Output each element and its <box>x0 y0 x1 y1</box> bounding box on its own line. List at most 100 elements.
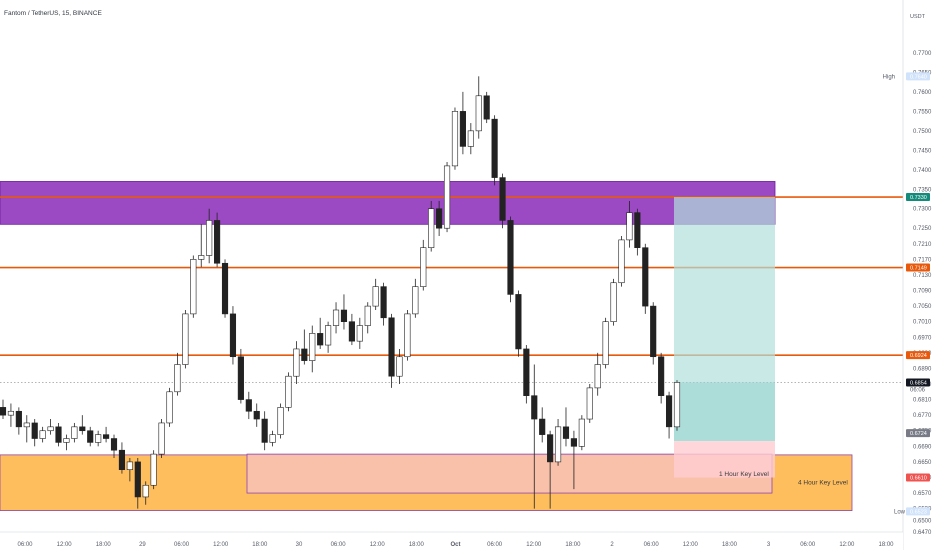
time-tick-label: 2 <box>610 542 614 548</box>
candle-body <box>665 395 673 428</box>
price-tick-label: 0.7010 <box>913 320 932 326</box>
candle-body <box>134 461 141 498</box>
candle <box>277 403 284 439</box>
candles-layer <box>0 76 681 509</box>
position-layer <box>674 197 775 478</box>
candle <box>63 434 70 451</box>
candle <box>356 317 363 349</box>
candle <box>285 372 292 412</box>
candle-body <box>531 395 538 420</box>
candle <box>650 302 657 365</box>
key-level-1-badge-text: 0.7149 <box>910 266 927 272</box>
time-tick-label: 30 <box>296 542 303 548</box>
candle-body <box>412 286 419 315</box>
candle <box>15 407 22 435</box>
candle-body <box>47 426 54 432</box>
last-price-badge <box>906 378 930 387</box>
candle-body <box>483 95 490 120</box>
time-tick-label: 12:00 <box>526 542 542 548</box>
candle-body <box>539 418 546 435</box>
candle-body <box>174 364 181 393</box>
candle <box>245 391 252 420</box>
candle <box>436 200 443 236</box>
high-badge <box>906 72 930 81</box>
price-tick-label: 0.6810 <box>913 398 932 404</box>
candle-body <box>261 418 268 443</box>
candle <box>547 430 554 509</box>
candle <box>634 208 641 256</box>
price-tick-label: 0.7300 <box>913 207 932 213</box>
candle-body <box>0 407 7 416</box>
time-tick-label: 18:00 <box>878 542 894 548</box>
candle-body <box>523 348 530 396</box>
candle <box>539 407 546 443</box>
time-tick-label: 18:00 <box>565 542 581 548</box>
candle <box>158 419 165 458</box>
candle <box>467 123 474 155</box>
time-tick-label: 06:00 <box>487 542 503 548</box>
price-axis[interactable]: 0.77000.76500.76000.75500.75000.74500.74… <box>883 0 932 550</box>
candle <box>658 352 665 404</box>
currency-label: USDT <box>910 14 925 20</box>
candle <box>602 317 609 369</box>
candle-body <box>7 410 15 416</box>
candle <box>372 278 379 310</box>
candle <box>95 430 102 447</box>
candle <box>253 403 260 427</box>
price-tick-label: 0.7500 <box>913 129 932 135</box>
candle <box>475 76 482 139</box>
low-badge <box>906 507 930 516</box>
price-axis-bg <box>903 0 932 550</box>
candle <box>626 200 633 248</box>
candle <box>428 200 435 252</box>
candle-body <box>277 407 284 435</box>
price-tick-label: 0.7210 <box>913 242 932 248</box>
low-label: Low <box>894 509 906 515</box>
candle-body <box>618 239 625 284</box>
candle <box>332 302 340 334</box>
candle <box>507 216 514 303</box>
price-tick-label: 0.6470 <box>913 530 932 536</box>
candle-body <box>610 282 617 322</box>
candle <box>150 450 157 490</box>
candle <box>118 442 126 474</box>
candle-body <box>31 422 38 439</box>
candle-body <box>269 434 276 443</box>
stop-badge <box>906 429 930 438</box>
candle <box>39 426 46 443</box>
candle <box>110 434 118 458</box>
candle-body <box>673 382 681 428</box>
candle-body <box>578 418 585 447</box>
candle <box>388 313 395 388</box>
candle <box>229 306 237 365</box>
candle-body <box>642 247 649 307</box>
candle <box>412 278 419 318</box>
candle <box>531 364 538 509</box>
candle-body <box>87 430 94 443</box>
candle-body <box>309 333 316 361</box>
candle <box>578 415 585 451</box>
candle-body <box>317 333 324 346</box>
time-tick-label: Oct <box>450 542 460 548</box>
candle <box>673 380 681 431</box>
price-tick-label: 0.6500 <box>913 518 932 524</box>
candle-body <box>459 111 466 147</box>
entry-zone <box>674 382 775 442</box>
candle <box>182 310 189 369</box>
candle-body <box>158 422 165 455</box>
candle-body <box>340 309 348 322</box>
candle-body <box>467 130 474 147</box>
candle <box>79 415 86 435</box>
time-tick-label: 3 <box>767 542 771 548</box>
candle <box>87 426 94 447</box>
time-tick-label: 06:00 <box>644 542 660 548</box>
candle <box>380 282 387 326</box>
time-axis-bg <box>0 532 903 550</box>
candle-body <box>420 247 427 287</box>
candle-body <box>626 212 633 241</box>
time-tick-label: 06:00 <box>174 542 190 548</box>
candle-body <box>55 426 62 443</box>
time-axis[interactable]: 06:00 12:00 18:00 29 06:00 12:00 18:00 30 06:00 1… <box>0 531 903 550</box>
